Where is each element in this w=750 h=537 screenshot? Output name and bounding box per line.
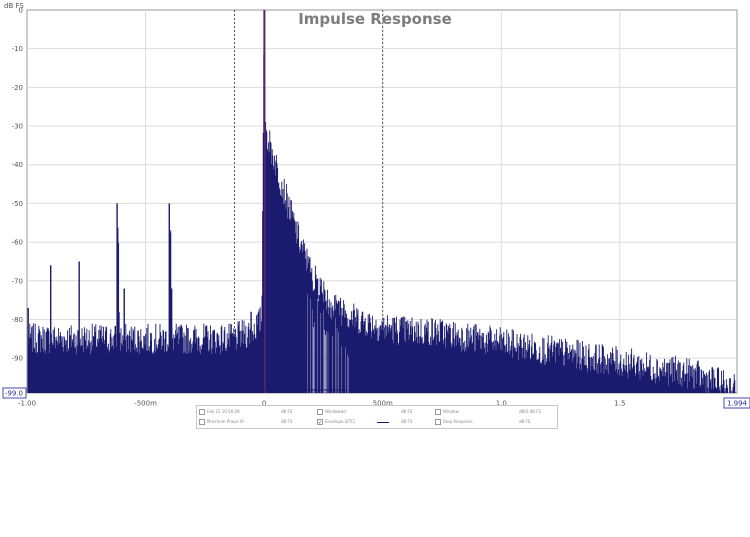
legend-label: Windowed <box>325 409 346 414</box>
y-tick-label: -20 <box>12 84 23 92</box>
legend-label: Minimum Phase IR <box>207 419 244 424</box>
x-tick-label: -1.00 <box>18 400 36 408</box>
legend-label: Envelope (ETC) <box>325 419 356 424</box>
envelope-layer <box>27 10 736 393</box>
legend-label: Feb 15 10:56:29 <box>207 409 240 414</box>
legend-unit: dB FS <box>519 419 531 424</box>
x-tick-label: 1.0 <box>496 400 507 408</box>
legend-label: Window <box>443 409 459 414</box>
y-tick-label: -30 <box>12 123 23 131</box>
legend-unit: dB(0 dB FS <box>519 409 541 414</box>
y-tick-label: -70 <box>12 277 23 285</box>
y-tick-label: -60 <box>12 239 23 247</box>
legend-checkbox[interactable] <box>199 419 205 425</box>
y-tick-label: -90 <box>12 355 23 363</box>
y-tick-label: -80 <box>12 316 23 324</box>
y-tick-label: -40 <box>12 161 23 169</box>
legend-label: Step Response <box>443 419 473 424</box>
legend-checkbox[interactable] <box>199 409 205 415</box>
y-tick-label: -10 <box>12 45 23 53</box>
legend-item[interactable]: Minimum Phase IR <box>199 417 244 427</box>
x-tick-label: 0 <box>262 400 266 408</box>
y-min-box <box>2 387 27 399</box>
legend-unit: dB FS <box>281 409 293 414</box>
y-tick-label: -50 <box>12 200 23 208</box>
legend-swatch <box>377 422 389 423</box>
legend-item[interactable]: Step Response <box>435 417 473 427</box>
legend-unit: dB FS <box>401 409 413 414</box>
legend-item[interactable]: Feb 15 10:56:29 <box>199 407 240 417</box>
x-tick-label: -500m <box>134 400 157 408</box>
y-axis-label: dB FS <box>4 2 24 10</box>
legend: Feb 15 10:56:29 dB FS Windowed dB FS Window d… <box>196 405 558 429</box>
x-tick-label: 1.994 <box>727 400 748 408</box>
legend-unit: dB FS <box>401 419 413 424</box>
legend-item[interactable]: Window <box>435 407 459 417</box>
legend-item[interactable]: Envelope (ETC) <box>317 417 355 427</box>
legend-checkbox[interactable] <box>435 409 441 415</box>
axes: 0 -10 -20 -30 -40 -50 -60 -70 -80 -90 -99.0 -1.00 -5… <box>2 7 750 409</box>
chart-title: Impulse Response <box>298 10 452 28</box>
legend-checkbox[interactable] <box>317 419 323 425</box>
y-tick-label: 0 <box>19 7 23 15</box>
legend-checkbox[interactable] <box>435 419 441 425</box>
x-max-box <box>723 397 750 409</box>
legend-item[interactable]: Windowed <box>317 407 346 417</box>
x-tick-label: 1.5 <box>614 400 625 408</box>
x-tick-label: 500m <box>373 400 393 408</box>
legend-checkbox[interactable] <box>317 409 323 415</box>
y-tick-label: -99.0 <box>5 390 23 398</box>
legend-unit: dB FS <box>281 419 293 424</box>
